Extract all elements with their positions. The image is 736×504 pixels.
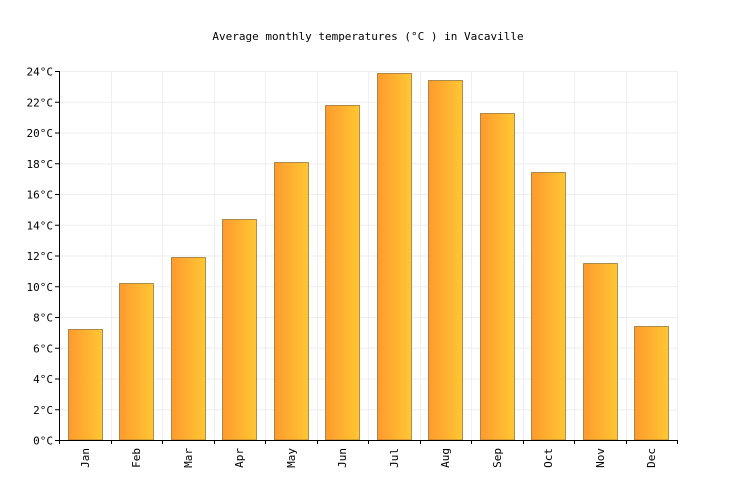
y-tick-label: 0°C bbox=[33, 435, 53, 448]
y-tick-labels: 0°C 2°C 4°C 6°C 8°C 10°C 12°C 14°C 16°C 18°C 20°C 2… bbox=[27, 66, 54, 448]
x-tick-label: Sep bbox=[491, 448, 504, 468]
x-tick-label: May bbox=[285, 448, 298, 468]
x-tick-label: Oct bbox=[542, 448, 555, 468]
y-tick-label: 14°C bbox=[27, 219, 54, 232]
bar-dec bbox=[634, 326, 669, 441]
bar-jan bbox=[68, 329, 103, 441]
y-tick-label: 16°C bbox=[27, 189, 54, 202]
y-tick-label: 22°C bbox=[27, 96, 54, 109]
y-tick-label: 6°C bbox=[33, 342, 53, 355]
y-tick-label: 18°C bbox=[27, 158, 54, 171]
x-tick-label: Nov bbox=[594, 448, 607, 468]
bar-nov bbox=[583, 263, 618, 441]
y-tick-label: 8°C bbox=[33, 312, 53, 325]
y-tick-label: 4°C bbox=[33, 373, 53, 386]
bar-jul bbox=[377, 73, 412, 441]
x-tick-label: Mar bbox=[182, 448, 195, 468]
grid-layer bbox=[59, 71, 678, 441]
x-tick-label: Jul bbox=[388, 448, 401, 468]
y-tick-label: 20°C bbox=[27, 127, 54, 140]
bar-sep bbox=[480, 113, 515, 441]
y-tick-label: 24°C bbox=[27, 66, 54, 79]
bar-oct bbox=[531, 172, 566, 441]
bar-aug bbox=[428, 80, 463, 441]
y-tick-label: 10°C bbox=[27, 281, 54, 294]
bar-may bbox=[274, 162, 309, 441]
x-tick-label: Feb bbox=[130, 448, 143, 468]
bar-feb bbox=[119, 283, 154, 441]
y-tick-label: 2°C bbox=[33, 404, 53, 417]
chart-title: Average monthly temperatures (°C ) in Va… bbox=[212, 30, 523, 43]
x-tick-label: Aug bbox=[439, 448, 452, 468]
x-tick-label: Jun bbox=[336, 448, 349, 468]
x-tick-label: Apr bbox=[233, 448, 246, 468]
axis-layer bbox=[55, 71, 678, 444]
bar-layer bbox=[68, 73, 669, 441]
bar-jun bbox=[325, 105, 360, 441]
bar-mar bbox=[171, 257, 206, 441]
y-tick-label: 12°C bbox=[27, 250, 54, 263]
x-tick-label: Dec bbox=[645, 448, 658, 468]
bar-apr bbox=[222, 219, 257, 441]
x-tick-label: Jan bbox=[79, 448, 92, 468]
x-tick-labels: Jan Feb Mar Apr May Jun Jul Aug Sep Oct Nov Dec bbox=[79, 448, 658, 468]
